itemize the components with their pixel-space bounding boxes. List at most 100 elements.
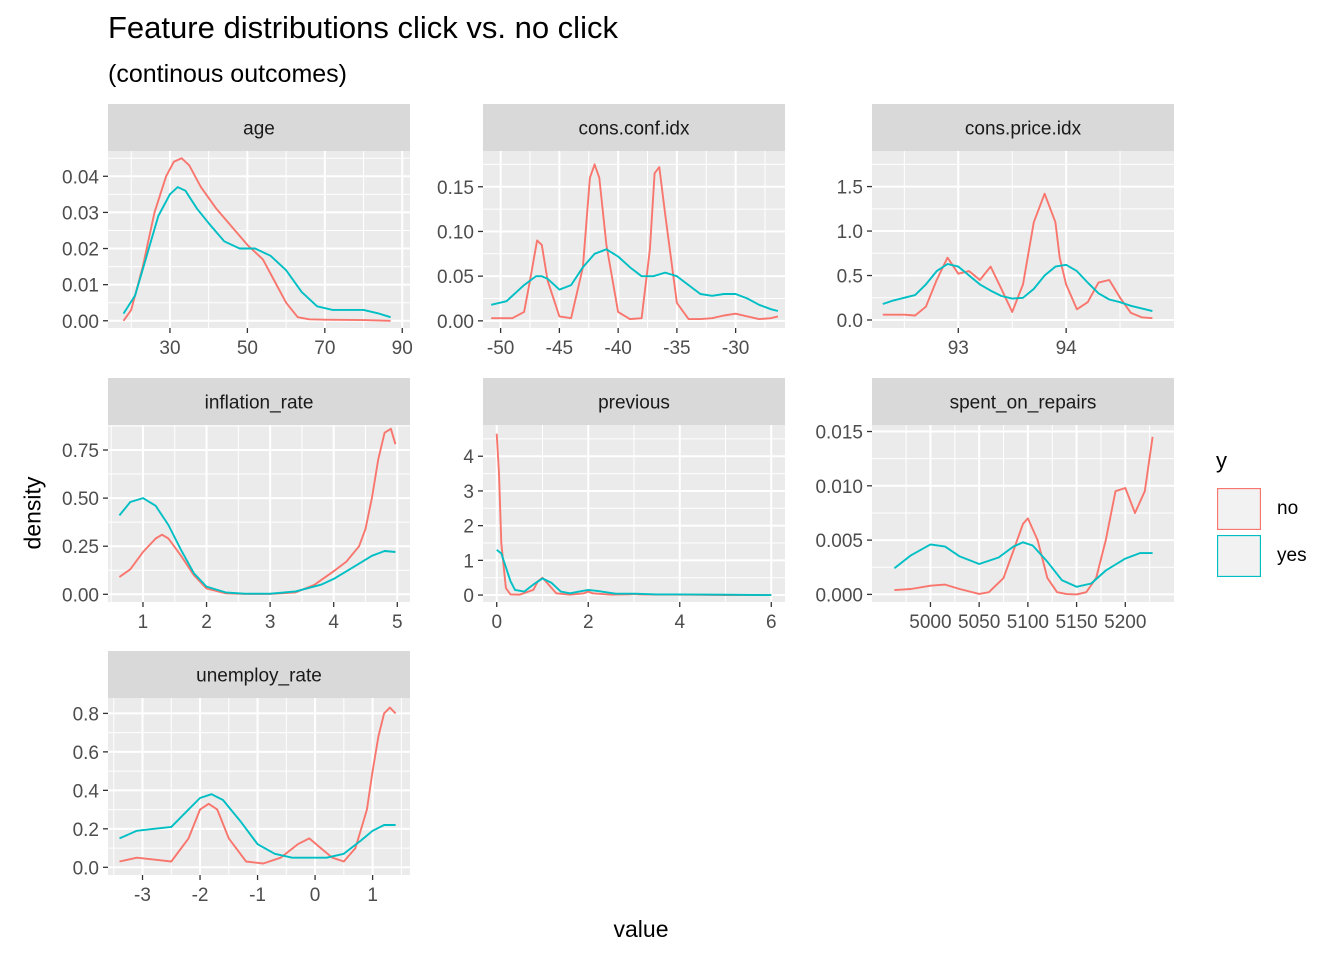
y-tick-label: 0.75 (62, 441, 99, 462)
x-tick-label: 5200 (1104, 612, 1146, 633)
y-tick-label: 0.000 (815, 585, 863, 606)
facet-strip-label: spent_on_repairs (950, 393, 1097, 414)
y-tick-label: 0 (463, 586, 474, 607)
facet-inflation-rate: inflation_rate 1 2 3 4 5 0.00 0.25 0.50 0.75 (62, 378, 410, 633)
facet-unemploy-rate: unemploy_rate -3 -2 -1 0 1 0.0 0.2 0.4 0.6 0.8 (73, 651, 410, 906)
x-tick-label: 3 (265, 612, 276, 633)
x-tick-label: -45 (546, 338, 573, 359)
y-tick-label: 0.4 (73, 781, 100, 802)
facet-spent-on-repairs: spent_on_repairs 5000 5050 5100 5150 5200 0.00… (815, 378, 1174, 633)
panel-background (483, 151, 785, 328)
y-tick-label: 1.0 (837, 222, 863, 243)
x-tick-label: 94 (1056, 338, 1078, 359)
facet-strip (483, 104, 785, 151)
x-tick-label: 2 (583, 612, 594, 633)
x-tick-label: 90 (392, 338, 413, 359)
x-tick-label: 50 (237, 338, 258, 359)
y-tick-label: 0.15 (437, 178, 474, 199)
panel-background (872, 425, 1174, 602)
facet-cons-conf-idx: cons.conf.idx -50 -45 -40 -35 -30 0.00 0.05 0.10… (437, 104, 785, 359)
facet-cons-price-idx: cons.price.idx 93 94 0.0 0.5 1.0 1.5 (837, 104, 1174, 359)
facet-strip-label: age (243, 119, 275, 140)
x-tick-label: 0 (310, 885, 321, 906)
series-line-no (882, 192, 1153, 320)
y-tick-label: 0.04 (62, 167, 99, 188)
y-tick-label: 0.0 (837, 311, 863, 332)
facet-previous: previous 0 2 4 6 0 1 2 3 4 (463, 378, 785, 633)
x-tick-label: -30 (722, 338, 749, 359)
panel-background (108, 151, 410, 328)
y-tick-label: 3 (463, 482, 474, 503)
legend-label-yes: yes (1277, 545, 1307, 566)
x-tick-label: -35 (663, 338, 690, 359)
legend-item-no: no (1216, 488, 1336, 532)
x-tick-label: 4 (328, 612, 339, 633)
x-tick-label: 93 (948, 338, 969, 359)
panel-background (108, 425, 410, 602)
y-tick-label: 0.5 (837, 267, 863, 288)
x-tick-label: -3 (134, 885, 151, 906)
y-tick-label: 4 (463, 447, 474, 468)
legend-label-no: no (1277, 498, 1299, 519)
y-tick-label: 0.6 (73, 743, 99, 764)
x-tick-label: -2 (192, 885, 209, 906)
panel-background (872, 151, 1174, 328)
y-tick-label: 0.2 (73, 820, 99, 841)
facet-age: age 30 50 70 90 0.00 0.01 0.02 0.03 0.04 (62, 104, 413, 359)
facet-strip-label: previous (598, 393, 670, 414)
facet-strip (872, 378, 1174, 425)
x-tick-label: 5 (392, 612, 403, 633)
y-tick-label: 2 (463, 517, 474, 538)
legend-key-yes (1217, 535, 1261, 577)
x-tick-label: 5000 (909, 612, 951, 633)
y-tick-label: 1 (463, 551, 474, 572)
legend-item-yes: yes (1216, 535, 1336, 579)
series-line-no (491, 163, 779, 321)
x-tick-label: -1 (249, 885, 266, 906)
x-tick-label: -50 (487, 338, 514, 359)
y-tick-label: 0.00 (437, 312, 474, 333)
y-tick-label: 0.05 (437, 267, 474, 288)
series-line-no (119, 706, 397, 865)
chart-subtitle: (continous outcomes) (108, 60, 348, 88)
x-tick-label: 5150 (1055, 612, 1097, 633)
y-tick-label: 0.50 (62, 489, 99, 510)
y-tick-label: 0.25 (62, 537, 99, 558)
y-tick-label: 0.00 (62, 585, 99, 606)
y-tick-label: 0.0 (73, 858, 99, 879)
facet-strip (108, 651, 410, 698)
x-tick-label: 5050 (958, 612, 1000, 633)
series-line-no (894, 436, 1154, 596)
x-tick-label: 0 (491, 612, 502, 633)
y-tick-label: 1.5 (837, 178, 863, 199)
x-axis-label: value (613, 916, 669, 942)
series-line-yes (496, 549, 772, 597)
facet-strip-label: cons.price.idx (965, 119, 1082, 140)
y-tick-label: 0.010 (815, 477, 863, 498)
y-tick-label: 0.005 (815, 531, 863, 552)
facet-strip (872, 104, 1174, 151)
x-tick-label: 6 (766, 612, 777, 633)
series-line-yes (490, 248, 779, 312)
chart-title: Feature distributions click vs. no click (108, 10, 618, 45)
y-tick-label: 0.015 (815, 423, 863, 444)
y-tick-label: 0.02 (62, 240, 99, 261)
series-line-yes (122, 186, 391, 319)
series-line-yes (119, 793, 396, 859)
facet-strip (108, 104, 410, 151)
facet-strip (108, 378, 410, 425)
series-line-no (122, 157, 391, 322)
x-tick-label: 1 (367, 885, 378, 906)
facet-strip (483, 378, 785, 425)
series-line-yes (118, 497, 396, 595)
y-tick-label: 0.8 (73, 704, 99, 725)
facet-strip-label: cons.conf.idx (579, 119, 690, 140)
y-tick-label: 0.01 (62, 276, 99, 297)
x-tick-label: 4 (674, 612, 685, 633)
x-tick-label: 30 (159, 338, 180, 359)
x-tick-label: 1 (138, 612, 149, 633)
legend-title: y (1216, 448, 1227, 473)
x-tick-label: 2 (201, 612, 212, 633)
y-tick-label: 0.03 (62, 203, 99, 224)
